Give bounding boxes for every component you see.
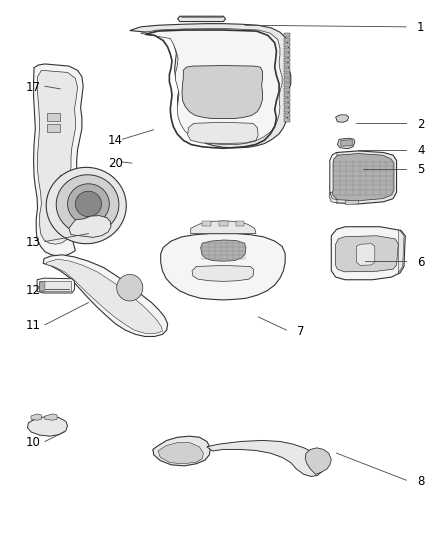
Text: 7: 7: [297, 325, 305, 338]
Polygon shape: [330, 152, 337, 192]
Polygon shape: [66, 200, 78, 216]
Polygon shape: [284, 108, 290, 112]
Polygon shape: [284, 88, 290, 92]
Text: 2: 2: [417, 118, 424, 131]
Text: 14: 14: [108, 134, 123, 147]
Polygon shape: [284, 53, 290, 58]
Text: 1: 1: [417, 21, 424, 35]
Text: 5: 5: [417, 164, 424, 176]
Text: 6: 6: [417, 256, 424, 269]
Polygon shape: [46, 259, 162, 333]
Polygon shape: [31, 414, 42, 420]
Polygon shape: [330, 151, 396, 204]
Polygon shape: [284, 98, 290, 102]
Polygon shape: [141, 28, 282, 144]
Polygon shape: [329, 192, 337, 203]
Polygon shape: [219, 221, 228, 226]
Polygon shape: [46, 167, 126, 244]
Polygon shape: [284, 83, 290, 87]
Polygon shape: [37, 278, 74, 293]
Polygon shape: [45, 414, 57, 420]
Text: 13: 13: [25, 236, 40, 249]
Polygon shape: [192, 265, 254, 281]
Polygon shape: [284, 48, 290, 52]
Polygon shape: [34, 64, 83, 256]
Polygon shape: [284, 73, 290, 77]
Polygon shape: [56, 175, 119, 234]
Polygon shape: [47, 113, 60, 120]
Text: 12: 12: [25, 284, 40, 297]
Polygon shape: [130, 23, 291, 148]
Polygon shape: [43, 255, 168, 336]
Polygon shape: [178, 16, 226, 21]
Polygon shape: [49, 90, 57, 104]
Polygon shape: [40, 281, 45, 290]
Polygon shape: [202, 221, 211, 226]
Polygon shape: [336, 115, 349, 122]
Polygon shape: [67, 184, 110, 224]
Polygon shape: [331, 227, 405, 280]
Polygon shape: [284, 93, 290, 98]
Polygon shape: [187, 122, 258, 143]
Text: 17: 17: [25, 81, 40, 94]
Polygon shape: [284, 78, 290, 83]
Polygon shape: [284, 63, 290, 67]
Polygon shape: [284, 43, 290, 47]
Polygon shape: [38, 70, 78, 244]
Polygon shape: [284, 58, 290, 62]
Polygon shape: [284, 68, 290, 72]
Text: 10: 10: [25, 436, 40, 449]
Polygon shape: [117, 274, 143, 301]
Polygon shape: [158, 442, 203, 464]
Polygon shape: [341, 140, 352, 146]
Polygon shape: [153, 436, 210, 466]
Text: 4: 4: [417, 144, 424, 157]
Polygon shape: [305, 448, 331, 474]
Polygon shape: [284, 118, 290, 122]
Polygon shape: [182, 66, 262, 118]
Text: 20: 20: [108, 157, 123, 169]
Polygon shape: [47, 124, 60, 132]
Polygon shape: [284, 38, 290, 43]
Polygon shape: [284, 33, 290, 37]
Text: 8: 8: [417, 475, 424, 488]
Polygon shape: [191, 221, 256, 233]
Polygon shape: [345, 200, 358, 205]
Polygon shape: [207, 440, 322, 477]
Polygon shape: [332, 154, 394, 201]
Polygon shape: [336, 236, 398, 272]
Polygon shape: [398, 230, 404, 273]
Text: 11: 11: [25, 319, 40, 333]
Polygon shape: [69, 216, 111, 237]
Polygon shape: [357, 244, 375, 265]
Polygon shape: [57, 175, 95, 230]
Polygon shape: [236, 221, 244, 226]
Polygon shape: [201, 240, 246, 261]
Polygon shape: [161, 233, 285, 300]
Polygon shape: [284, 113, 290, 117]
Polygon shape: [45, 85, 60, 109]
Polygon shape: [284, 103, 290, 107]
Polygon shape: [75, 191, 102, 216]
Polygon shape: [39, 281, 71, 291]
Polygon shape: [337, 138, 355, 149]
Polygon shape: [28, 416, 67, 436]
